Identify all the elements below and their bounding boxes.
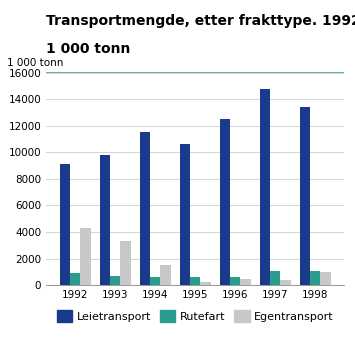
Bar xyxy=(160,265,171,285)
Bar xyxy=(240,279,251,285)
Bar xyxy=(230,277,240,285)
Bar xyxy=(201,282,211,285)
Bar xyxy=(120,241,131,285)
Text: 1 000 tonn: 1 000 tonn xyxy=(7,58,64,68)
Bar xyxy=(280,280,291,285)
Bar xyxy=(270,271,280,285)
Legend: Leietransport, Rutefart, Egentransport: Leietransport, Rutefart, Egentransport xyxy=(52,306,338,326)
Bar xyxy=(60,164,70,285)
Bar xyxy=(300,107,310,285)
Bar xyxy=(81,228,91,285)
Bar xyxy=(150,277,160,285)
Bar xyxy=(310,271,321,285)
Bar xyxy=(260,88,270,285)
Bar xyxy=(100,155,110,285)
Bar xyxy=(70,273,81,285)
Bar xyxy=(321,272,331,285)
Text: Transportmengde, etter frakttype. 1992-1998.: Transportmengde, etter frakttype. 1992-1… xyxy=(46,14,355,28)
Bar xyxy=(110,276,120,285)
Bar xyxy=(180,144,190,285)
Text: 1 000 tonn: 1 000 tonn xyxy=(46,42,131,56)
Bar xyxy=(220,119,230,285)
Bar xyxy=(190,277,201,285)
Bar xyxy=(140,132,150,285)
